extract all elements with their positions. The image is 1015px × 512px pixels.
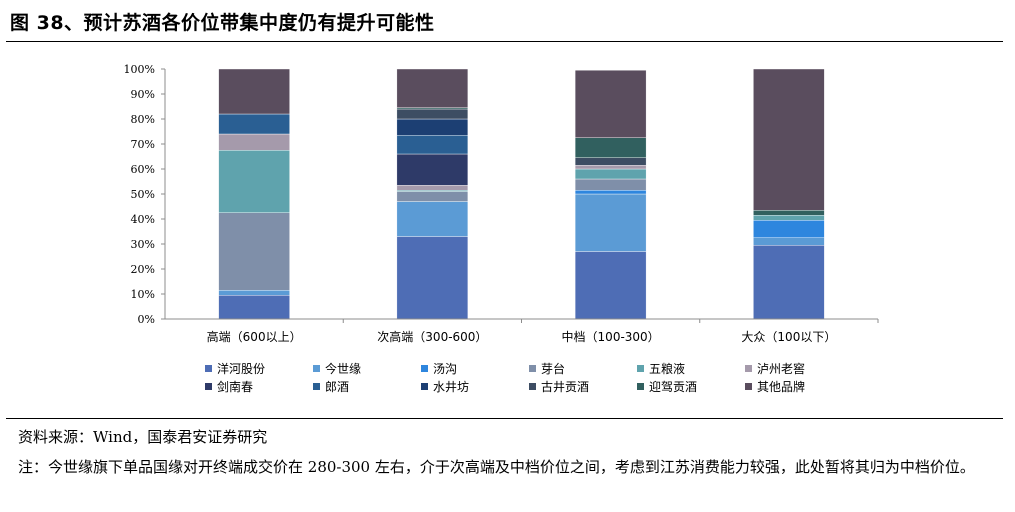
- legend-label: 汤沟: [433, 362, 457, 376]
- source-text: 资料来源：Wind，国泰君安证券研究: [18, 428, 268, 446]
- bar-segment: [218, 113, 290, 135]
- y-tick-label: 0%: [138, 313, 155, 326]
- y-tick-label: 80%: [131, 113, 155, 126]
- bar-segment: [574, 165, 647, 170]
- bar-segment: [218, 150, 290, 213]
- legend-label: 剑南春: [217, 379, 253, 394]
- page-title: 图 38、预计苏酒各价位带集中度仍有提升可能性: [10, 12, 435, 34]
- legend-swatch: [745, 383, 752, 390]
- bar-segment: [396, 185, 469, 191]
- bar-segment: [218, 133, 290, 151]
- y-tick-label: 40%: [131, 213, 155, 226]
- legend-label: 今世缘: [325, 361, 361, 376]
- legend-label: 芽台: [541, 361, 565, 376]
- legend-swatch: [205, 365, 212, 372]
- bar-segment: [396, 118, 469, 136]
- note-text: 注：今世缘旗下单品国缘对开终端成交价在 280-300 左右，介于次高端及中档价…: [18, 458, 975, 476]
- x-category-label: 高端（600以上）: [207, 329, 302, 344]
- bar-segment: [753, 68, 825, 211]
- x-category-label: 次高端（300-600）: [377, 329, 487, 344]
- bar-segment: [574, 193, 647, 252]
- legend-swatch: [745, 365, 752, 372]
- x-category-label: 大众（100以下）: [741, 330, 836, 344]
- bar-segment: [753, 220, 825, 238]
- y-tick-label: 90%: [131, 88, 155, 101]
- bar-segment: [218, 68, 290, 115]
- legend-swatch: [313, 365, 320, 372]
- bar-segment: [753, 210, 825, 216]
- bar-segment: [753, 237, 825, 246]
- legend-label: 古井贡酒: [541, 379, 589, 394]
- y-tick-label: 10%: [131, 288, 155, 301]
- legend-label: 水井坊: [433, 379, 469, 394]
- bar-segment: [218, 212, 290, 291]
- y-tick-label: 30%: [131, 238, 155, 251]
- bar-segment: [396, 68, 469, 108]
- legend-swatch: [637, 383, 644, 390]
- y-tick-label: 20%: [131, 263, 155, 276]
- legend-swatch: [421, 383, 428, 390]
- bar-segment: [753, 245, 825, 320]
- bar-segment: [574, 70, 647, 138]
- bar-segment: [574, 178, 647, 191]
- legend-swatch: [637, 365, 644, 372]
- legend-swatch: [313, 383, 320, 390]
- x-category-label: 中档（100-300）: [562, 329, 660, 344]
- y-tick-label: 70%: [131, 138, 155, 151]
- stacked-bar-chart: 0% 10% 20% 30% 40% 50% 60% 70% 80% 90% 100% 高端（600…: [124, 63, 879, 394]
- legend-swatch: [205, 383, 212, 390]
- y-tick-label: 50%: [131, 188, 155, 201]
- title-divider: [6, 41, 1003, 42]
- bar-segment: [574, 137, 647, 158]
- bar-segment: [396, 108, 469, 120]
- legend-label: 其他品牌: [757, 380, 805, 394]
- y-tick-label: 100%: [124, 63, 155, 76]
- legend-swatch: [529, 365, 536, 372]
- bar-segment: [396, 236, 469, 320]
- legend-swatch: [529, 383, 536, 390]
- legend-label: 郎酒: [325, 380, 349, 394]
- bar-segment: [574, 251, 647, 320]
- bar-segment: [574, 168, 647, 180]
- legend-swatch: [421, 365, 428, 372]
- legend-label: 五粮液: [649, 361, 685, 376]
- legend-label: 泸州老窖: [757, 361, 805, 376]
- bar-segment: [574, 190, 647, 195]
- y-tick-label: 60%: [131, 163, 155, 176]
- bar-segment: [218, 295, 290, 320]
- bar-segment: [753, 215, 825, 221]
- source-divider: [6, 418, 1003, 419]
- bar-segment: [396, 191, 469, 202]
- legend-label: 洋河股份: [217, 361, 265, 376]
- legend-label: 迎驾贡酒: [649, 380, 697, 394]
- bar-segment: [218, 290, 290, 296]
- bar-segment: [396, 201, 469, 237]
- bar-segment: [574, 157, 647, 166]
- bar-segment: [396, 153, 469, 186]
- bar-segment: [396, 135, 469, 155]
